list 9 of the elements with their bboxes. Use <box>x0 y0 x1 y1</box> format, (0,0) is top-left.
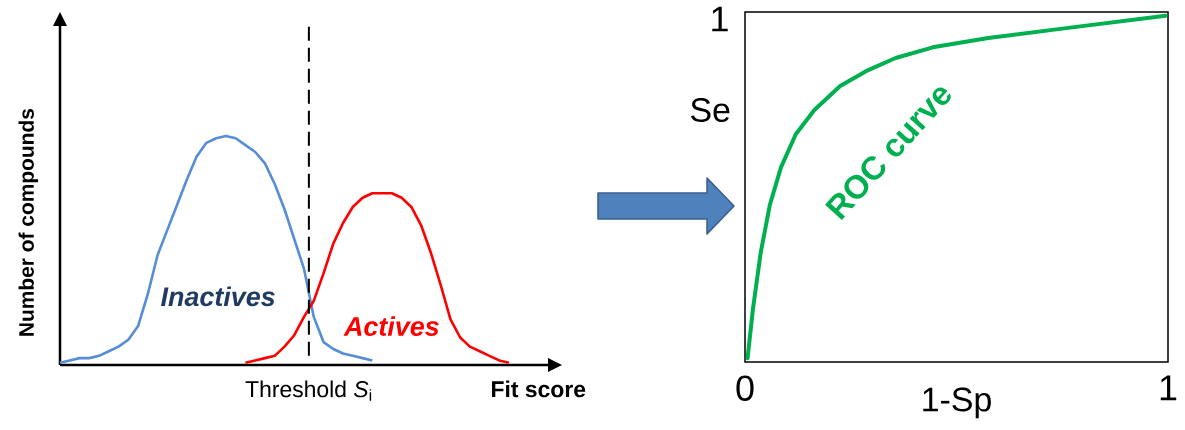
text: Threshold S$_{i}$ <box>245 380 372 401</box>
y-axis-title: Number of compounds <box>18 108 39 336</box>
x-axis-title: Fit score <box>492 380 586 398</box>
text: 1 <box>712 6 728 32</box>
series-label: Actives <box>343 316 439 336</box>
x-tick-label: 0 <box>736 375 754 401</box>
y-axis-title: Se <box>691 98 730 122</box>
series-label: Inactives <box>161 286 275 307</box>
x-axis-title: 1-Sp <box>923 387 991 419</box>
